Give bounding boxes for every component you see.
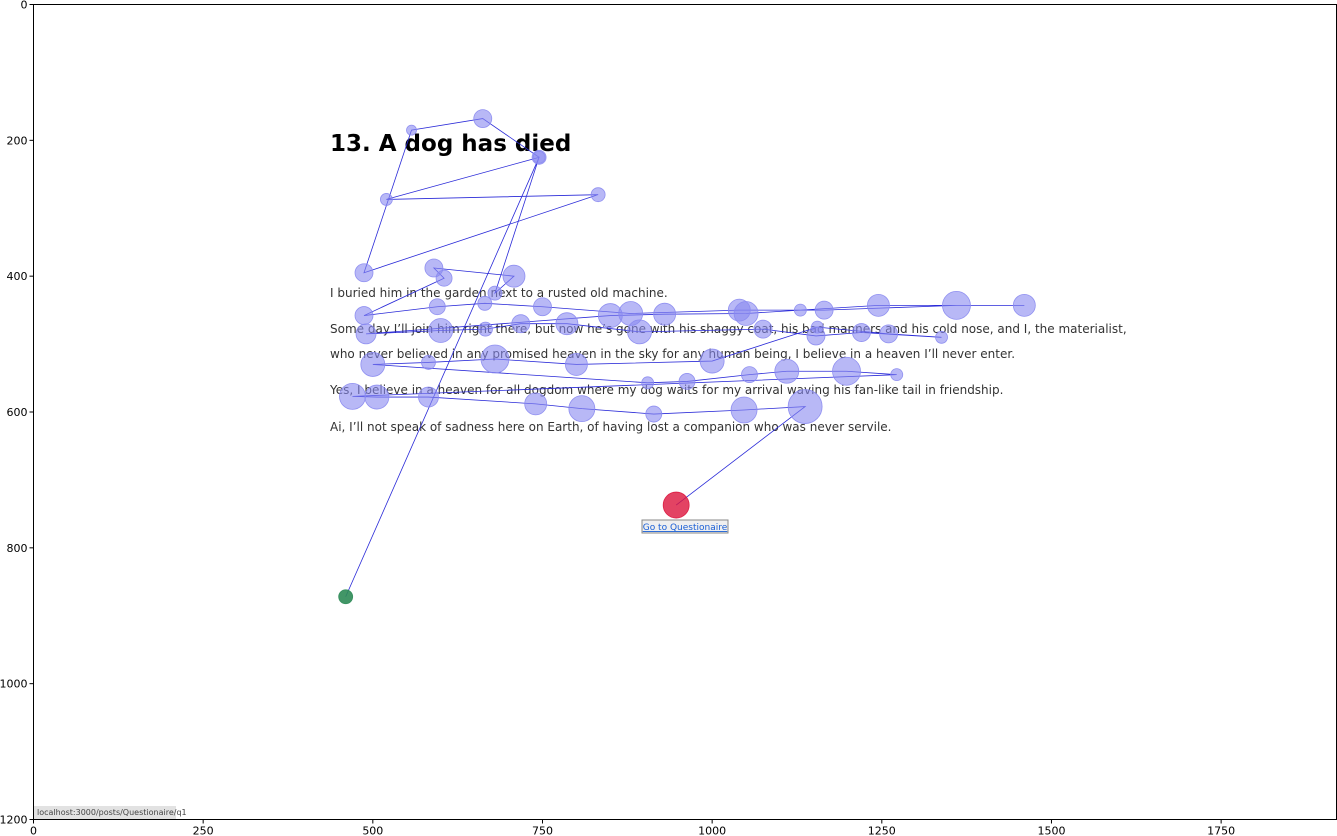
fixation-point (428, 318, 454, 343)
fixation-point (774, 358, 800, 384)
fixation-point (867, 293, 890, 317)
fixation-point (645, 405, 663, 423)
fixation-point (477, 295, 493, 311)
y-tick-label: 600 (7, 406, 28, 419)
x-tick-label: 0 (30, 825, 37, 836)
fixation-point (787, 389, 823, 424)
fixation-point (793, 303, 807, 317)
fixation-point (741, 366, 758, 384)
x-tick-label: 1750 (1207, 825, 1235, 836)
fixation-point (532, 150, 546, 164)
fixation-point (1012, 293, 1036, 317)
go-to-questionaire-button[interactable]: Go to Questionaire (641, 519, 729, 534)
fixations (338, 109, 1036, 605)
fixation-point (354, 263, 374, 283)
fixation-end-point (662, 491, 690, 519)
fixation-point (428, 298, 446, 316)
fixation-point (511, 314, 531, 334)
paragraph-5: Ai, I’ll not speak of sadness here on Ea… (330, 420, 891, 434)
fixation-point (502, 264, 526, 288)
fixation-point (832, 356, 861, 386)
fixation-point (364, 384, 390, 410)
fixation-point (678, 373, 696, 390)
fixation-point (379, 193, 393, 206)
x-tick-label: 250 (193, 825, 214, 836)
plot-area (33, 4, 1337, 820)
fixation-point (879, 324, 898, 344)
fixation-point (524, 392, 548, 416)
x-axis: 0 250 500 750 1000 1250 1500 1750 (30, 819, 1235, 836)
fixation-point (565, 353, 588, 376)
page-title: 13. A dog has died (330, 131, 571, 157)
fixation-point (487, 285, 503, 301)
status-bar-bg (34, 806, 176, 819)
fixation-point (473, 109, 493, 128)
status-bar: localhost:3000/posts/Questionaire/q1 (34, 806, 187, 819)
fixation-point (814, 300, 834, 320)
fixation-point (354, 306, 374, 325)
button-frame[interactable] (641, 519, 729, 534)
x-tick-label: 750 (532, 825, 553, 836)
fixation-point (406, 124, 417, 136)
scanpath-line (345, 118, 1025, 597)
fixation-point (733, 301, 759, 326)
fixation-point (360, 352, 386, 377)
recorded-page: 13. A dog has died I buried him in the g… (34, 131, 1127, 819)
fixation-point (590, 187, 606, 203)
fixation-point (533, 297, 552, 317)
fixation-point (753, 319, 773, 339)
scanpath (345, 118, 1025, 597)
y-tick-label: 0 (21, 0, 28, 12)
fixation-start-point (338, 589, 354, 605)
x-tick-label: 1500 (1037, 825, 1065, 836)
fixation-point (730, 396, 758, 424)
fixation-point (421, 355, 436, 370)
fixation-point (890, 368, 904, 382)
fixation-point (699, 348, 725, 374)
fixation-point (478, 321, 493, 337)
y-tick-label: 400 (7, 270, 28, 283)
fixation-point (641, 376, 655, 390)
y-tick-label: 1000 (0, 678, 28, 691)
fixation-point (935, 330, 948, 344)
fixation-point (555, 312, 579, 336)
fixation-point (653, 302, 677, 326)
fixation-point (435, 269, 453, 287)
fixation-point (339, 382, 366, 410)
fixation-point (810, 320, 824, 334)
fixation-point (480, 344, 510, 374)
fixation-point (942, 290, 971, 320)
x-tick-label: 500 (362, 825, 383, 836)
questionaire-link[interactable]: Go to Questionaire (643, 523, 728, 533)
y-tick-label: 800 (7, 542, 28, 555)
y-tick-label: 200 (7, 134, 28, 147)
fixation-point (568, 395, 596, 423)
y-axis: 0 200 400 600 800 1000 1200 (0, 0, 34, 827)
fixation-point (597, 303, 623, 328)
fixation-point (355, 323, 377, 345)
status-url: localhost:3000/posts/Questionaire/q1 (37, 808, 187, 817)
paragraph-4: Yes, I believe in a heaven for all dogdo… (329, 383, 1003, 397)
x-tick-label: 1250 (868, 825, 896, 836)
fixation-point (627, 319, 652, 345)
fixation-point (852, 323, 871, 342)
fixation-point (418, 386, 439, 408)
x-tick-label: 1000 (698, 825, 726, 836)
y-tick-label: 1200 (0, 814, 28, 827)
